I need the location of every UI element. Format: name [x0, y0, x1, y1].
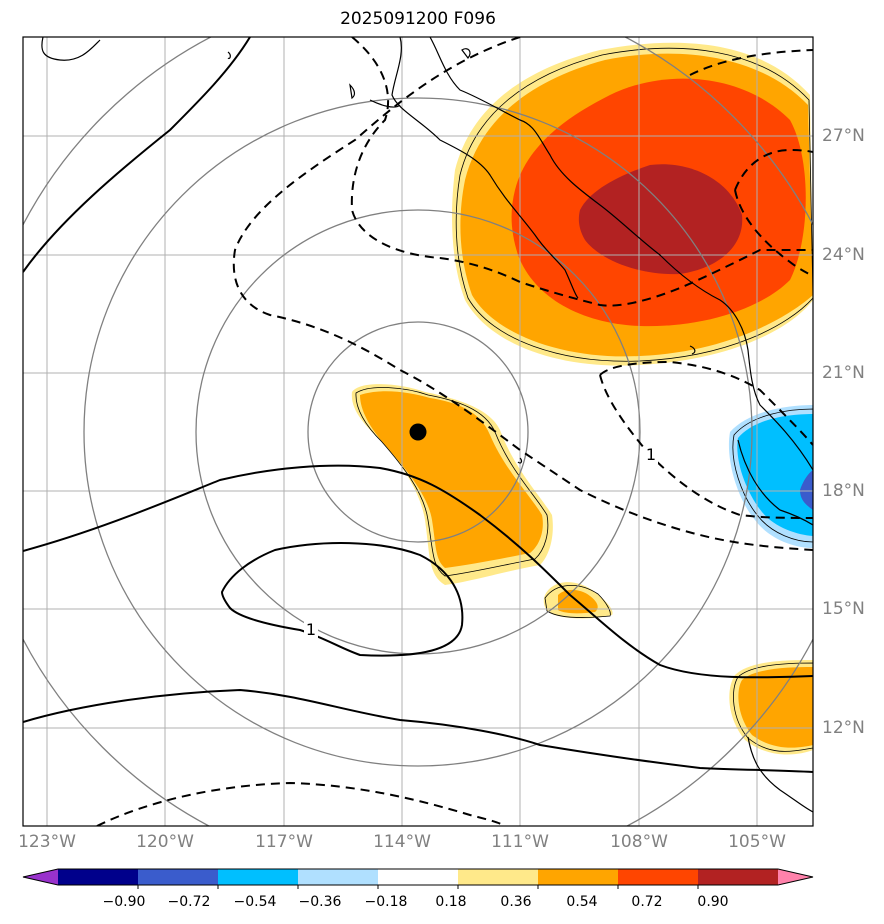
dashed-contours	[96, 37, 813, 826]
colorbar-box	[218, 869, 299, 885]
shading-outlines	[355, 47, 813, 752]
colorbar-tick-label: 0.18	[435, 894, 467, 910]
map-panel: 1 1	[23, 37, 813, 826]
colorbar-tick-label: 0.36	[500, 894, 532, 910]
colorbar-boxes	[58, 869, 779, 885]
lat-label: 12°N	[822, 718, 865, 738]
colorbar-extend-high	[778, 869, 813, 885]
lon-label: 111°W	[491, 832, 549, 852]
colorbar-tick-label: −0.36	[298, 894, 342, 910]
colorbar-box	[538, 869, 619, 885]
lat-label: 18°N	[822, 481, 865, 501]
colorbar-box	[378, 869, 459, 885]
colorbar	[22, 868, 814, 889]
colorbar-box	[458, 869, 539, 885]
lat-label: 24°N	[822, 245, 865, 265]
colorbar-box	[58, 869, 139, 885]
colorbar-box	[298, 869, 379, 885]
colorbar-tick-label: −0.90	[102, 894, 146, 910]
colorbar-tick-label: −0.54	[233, 894, 277, 910]
lon-label: 120°W	[136, 832, 194, 852]
gridlines	[23, 37, 813, 826]
lon-label: 117°W	[255, 832, 313, 852]
lon-label: 114°W	[373, 832, 431, 852]
lon-label: 123°W	[18, 832, 76, 852]
lat-label: 21°N	[822, 363, 865, 383]
map-title: 2025091200 F096	[340, 9, 496, 29]
positive-anomaly-northeast	[452, 42, 813, 366]
map-frame	[22, 36, 814, 827]
colorbar-outline	[22, 868, 814, 886]
contour-label-bg	[304, 620, 318, 638]
colorbar-tick-label: −0.18	[364, 894, 408, 910]
colorbar-ticks	[137, 885, 699, 889]
colorbar-box	[138, 869, 219, 885]
contour-label: 1	[646, 445, 656, 464]
contour-label-bg	[644, 446, 658, 464]
colorbar-tick-label: 0.90	[697, 894, 729, 910]
colorbar-tick-label: 0.72	[631, 894, 663, 910]
colorbar-extend-low	[23, 869, 58, 885]
lon-label: 105°W	[728, 832, 786, 852]
colorbar-tick-label: 0.54	[566, 894, 598, 910]
lon-label: 108°W	[610, 832, 668, 852]
storm-center-marker	[409, 423, 427, 441]
colorbar-box	[698, 869, 779, 885]
solid-contours	[23, 37, 813, 773]
colorbar-box	[618, 869, 699, 885]
contour-label: 1	[306, 620, 316, 639]
lat-label: 27°N	[822, 126, 865, 146]
colorbar-tick-label: −0.72	[167, 894, 211, 910]
lat-label: 15°N	[822, 599, 865, 619]
